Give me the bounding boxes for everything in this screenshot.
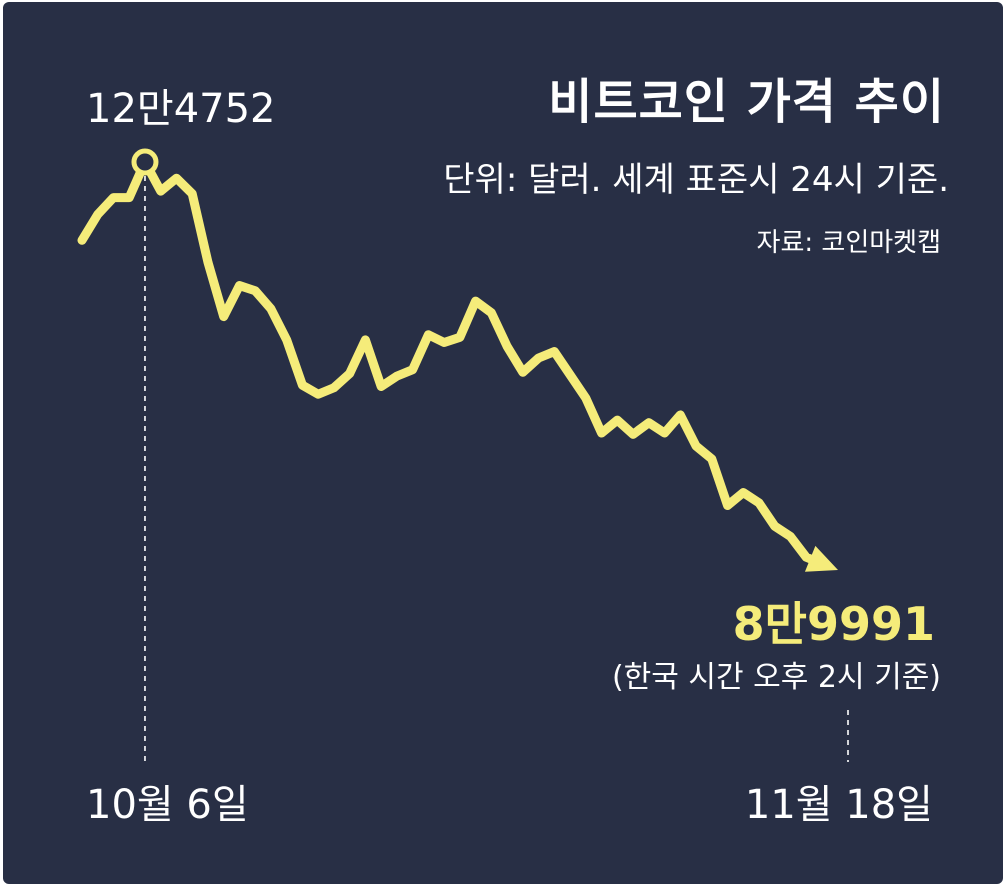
x-tick-label-end: 11월 18일 bbox=[744, 782, 933, 828]
peak-value-label: 12만4752 bbox=[86, 86, 276, 132]
chart-panel bbox=[3, 2, 1003, 884]
end-value-label: 8만9991 bbox=[732, 597, 935, 651]
series-line-bitcoin bbox=[77, 157, 824, 568]
chart-subtitle: 단위: 달러. 세계 표준시 24시 기준. bbox=[443, 160, 949, 200]
end-value-note: (한국 시간 오후 2시 기준) bbox=[611, 660, 941, 695]
x-tick-label-start: 10월 6일 bbox=[86, 782, 249, 828]
chart-title: 비트코인 가격 추이 bbox=[548, 74, 945, 130]
end-arrow-icon bbox=[804, 545, 838, 572]
chart-source: 자료: 코인마켓캡 bbox=[756, 228, 941, 258]
peak-marker bbox=[131, 148, 159, 176]
